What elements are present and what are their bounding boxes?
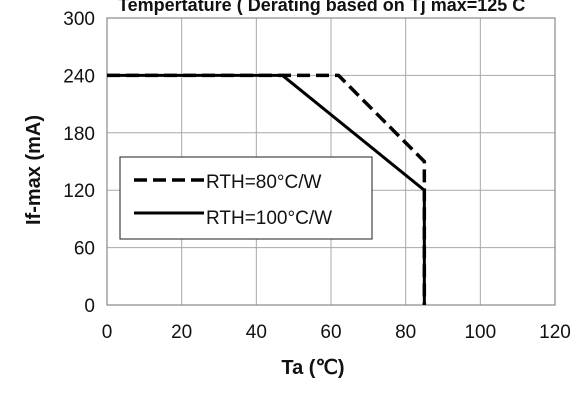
- y-tick-label: 180: [63, 124, 95, 145]
- plot-area-frame: [106, 17, 556, 306]
- y-tick-label: 300: [63, 9, 95, 30]
- chart-title: Tempertature ( Derating based on Tj max=…: [118, 0, 525, 15]
- y-axis-title: If-max (mA): [23, 115, 45, 225]
- y-tick-label: 240: [63, 66, 95, 87]
- legend-label-rth80: RTH=80°C/W: [206, 172, 322, 193]
- y-tick-label: 0: [84, 296, 95, 317]
- x-tick-label: 20: [171, 322, 192, 343]
- x-tick-label: 0: [102, 322, 113, 343]
- series-line-rth100: [107, 73, 426, 305]
- tick-labels: 0 20 40 60 80 100 120 0 60 120 180 240 300: [63, 9, 571, 343]
- legend-label-rth100: RTH=100°C/W: [206, 208, 332, 229]
- y-tick-label: 120: [63, 181, 95, 202]
- x-tick-label: 100: [464, 322, 496, 343]
- y-tick-label: 60: [74, 239, 95, 260]
- legend: RTH=80°C/W RTH=100°C/W: [119, 156, 373, 240]
- x-tick-label: 120: [539, 322, 571, 343]
- x-tick-label: 60: [320, 322, 341, 343]
- series-layer: [107, 73, 427, 305]
- x-tick-label: 80: [395, 322, 416, 343]
- x-axis-title: Ta (℃): [281, 357, 344, 379]
- legend-box: [119, 156, 373, 240]
- x-tick-label: 40: [246, 322, 267, 343]
